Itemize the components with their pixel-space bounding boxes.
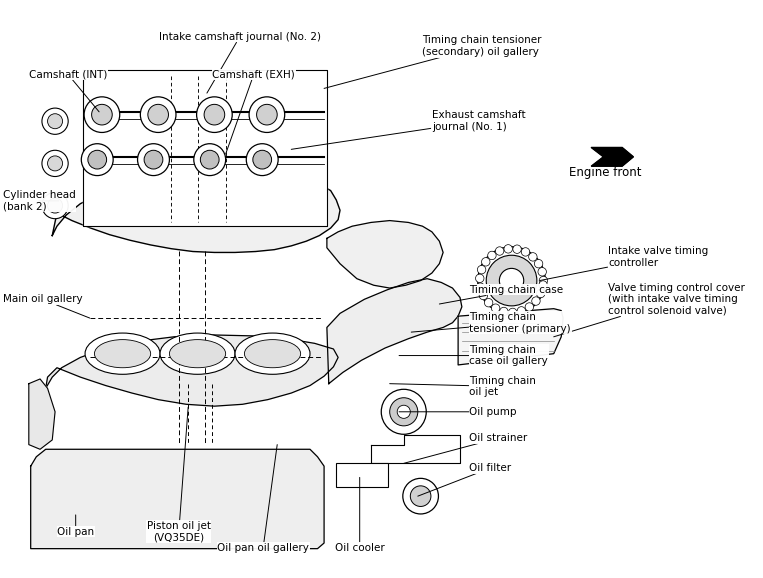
Polygon shape (83, 70, 327, 226)
Circle shape (382, 390, 427, 434)
Circle shape (84, 97, 120, 132)
Circle shape (197, 97, 232, 132)
Circle shape (92, 105, 112, 125)
Polygon shape (46, 335, 338, 406)
Circle shape (536, 290, 545, 298)
Text: Valve timing control cover
(with intake valve timing
control solenoid valve): Valve timing control cover (with intake … (554, 283, 745, 337)
Polygon shape (371, 435, 460, 464)
Circle shape (521, 248, 530, 256)
Circle shape (499, 268, 523, 292)
Circle shape (82, 144, 113, 176)
Circle shape (204, 105, 225, 125)
Circle shape (525, 303, 533, 311)
Text: Camshaft (INT): Camshaft (INT) (29, 69, 107, 112)
Polygon shape (327, 221, 443, 288)
Text: Timing chain case: Timing chain case (439, 285, 564, 304)
Circle shape (517, 307, 526, 315)
Circle shape (500, 307, 508, 316)
Text: Oil pan: Oil pan (57, 515, 95, 537)
Circle shape (390, 398, 418, 426)
Circle shape (256, 105, 277, 125)
Circle shape (478, 265, 486, 274)
Polygon shape (327, 279, 462, 384)
Circle shape (508, 308, 517, 317)
Polygon shape (29, 379, 55, 449)
Circle shape (47, 114, 63, 129)
Circle shape (486, 255, 537, 306)
Text: Oil pan oil gallery: Oil pan oil gallery (217, 444, 309, 553)
Circle shape (529, 253, 537, 261)
Circle shape (88, 150, 107, 169)
Circle shape (148, 105, 169, 125)
Circle shape (476, 283, 485, 291)
Circle shape (42, 192, 68, 218)
Text: Piston oil jet
(VQ35DE): Piston oil jet (VQ35DE) (146, 407, 211, 543)
Polygon shape (52, 170, 340, 253)
Text: Engine front: Engine front (569, 166, 642, 179)
Text: Oil pump: Oil pump (399, 407, 517, 417)
Circle shape (478, 247, 546, 314)
Text: Timing chain tensioner
(secondary) oil gallery: Timing chain tensioner (secondary) oil g… (324, 35, 542, 88)
Circle shape (534, 260, 542, 268)
Bar (336, 464, 388, 487)
Circle shape (481, 258, 490, 266)
Circle shape (513, 245, 521, 253)
Text: Oil filter: Oil filter (418, 463, 511, 496)
Text: Oil strainer: Oil strainer (404, 433, 528, 464)
Text: Camshaft (EXH): Camshaft (EXH) (212, 69, 295, 154)
Circle shape (194, 144, 226, 176)
Circle shape (538, 268, 546, 276)
Circle shape (47, 156, 63, 171)
Text: Main oil gallery: Main oil gallery (2, 294, 90, 318)
Circle shape (253, 150, 272, 169)
Circle shape (504, 244, 513, 253)
Circle shape (532, 297, 540, 305)
Circle shape (201, 150, 219, 169)
Ellipse shape (169, 340, 226, 368)
Circle shape (137, 144, 169, 176)
Text: Timing chain
oil jet: Timing chain oil jet (390, 376, 536, 397)
Text: Timing chain
case oil gallery: Timing chain case oil gallery (399, 344, 548, 366)
Text: Intake valve timing
controller: Intake valve timing controller (539, 246, 708, 280)
Circle shape (485, 298, 493, 307)
Circle shape (539, 276, 548, 285)
Ellipse shape (244, 340, 301, 368)
Circle shape (539, 281, 547, 289)
Circle shape (479, 291, 488, 300)
Circle shape (246, 144, 278, 176)
Circle shape (410, 486, 431, 506)
Circle shape (495, 247, 504, 255)
Circle shape (475, 274, 484, 283)
Ellipse shape (235, 333, 310, 375)
Circle shape (398, 405, 410, 418)
Circle shape (42, 150, 68, 176)
Circle shape (488, 251, 496, 260)
Ellipse shape (85, 333, 160, 375)
Circle shape (491, 304, 500, 312)
Ellipse shape (95, 340, 150, 368)
Text: Timing chain
tensioner (primary): Timing chain tensioner (primary) (411, 312, 571, 334)
Circle shape (403, 479, 439, 514)
Polygon shape (458, 309, 563, 365)
Circle shape (47, 198, 63, 213)
Ellipse shape (160, 333, 235, 375)
Circle shape (144, 150, 163, 169)
Polygon shape (31, 449, 324, 549)
Text: Cylinder head
(bank 2): Cylinder head (bank 2) (2, 190, 76, 212)
Text: Oil cooler: Oil cooler (335, 477, 385, 553)
Circle shape (249, 97, 285, 132)
Text: Intake camshaft journal (No. 2): Intake camshaft journal (No. 2) (159, 32, 320, 93)
Text: Exhaust camshaft
journal (No. 1): Exhaust camshaft journal (No. 1) (291, 110, 526, 149)
Circle shape (42, 108, 68, 134)
Circle shape (140, 97, 176, 132)
Polygon shape (591, 147, 633, 166)
